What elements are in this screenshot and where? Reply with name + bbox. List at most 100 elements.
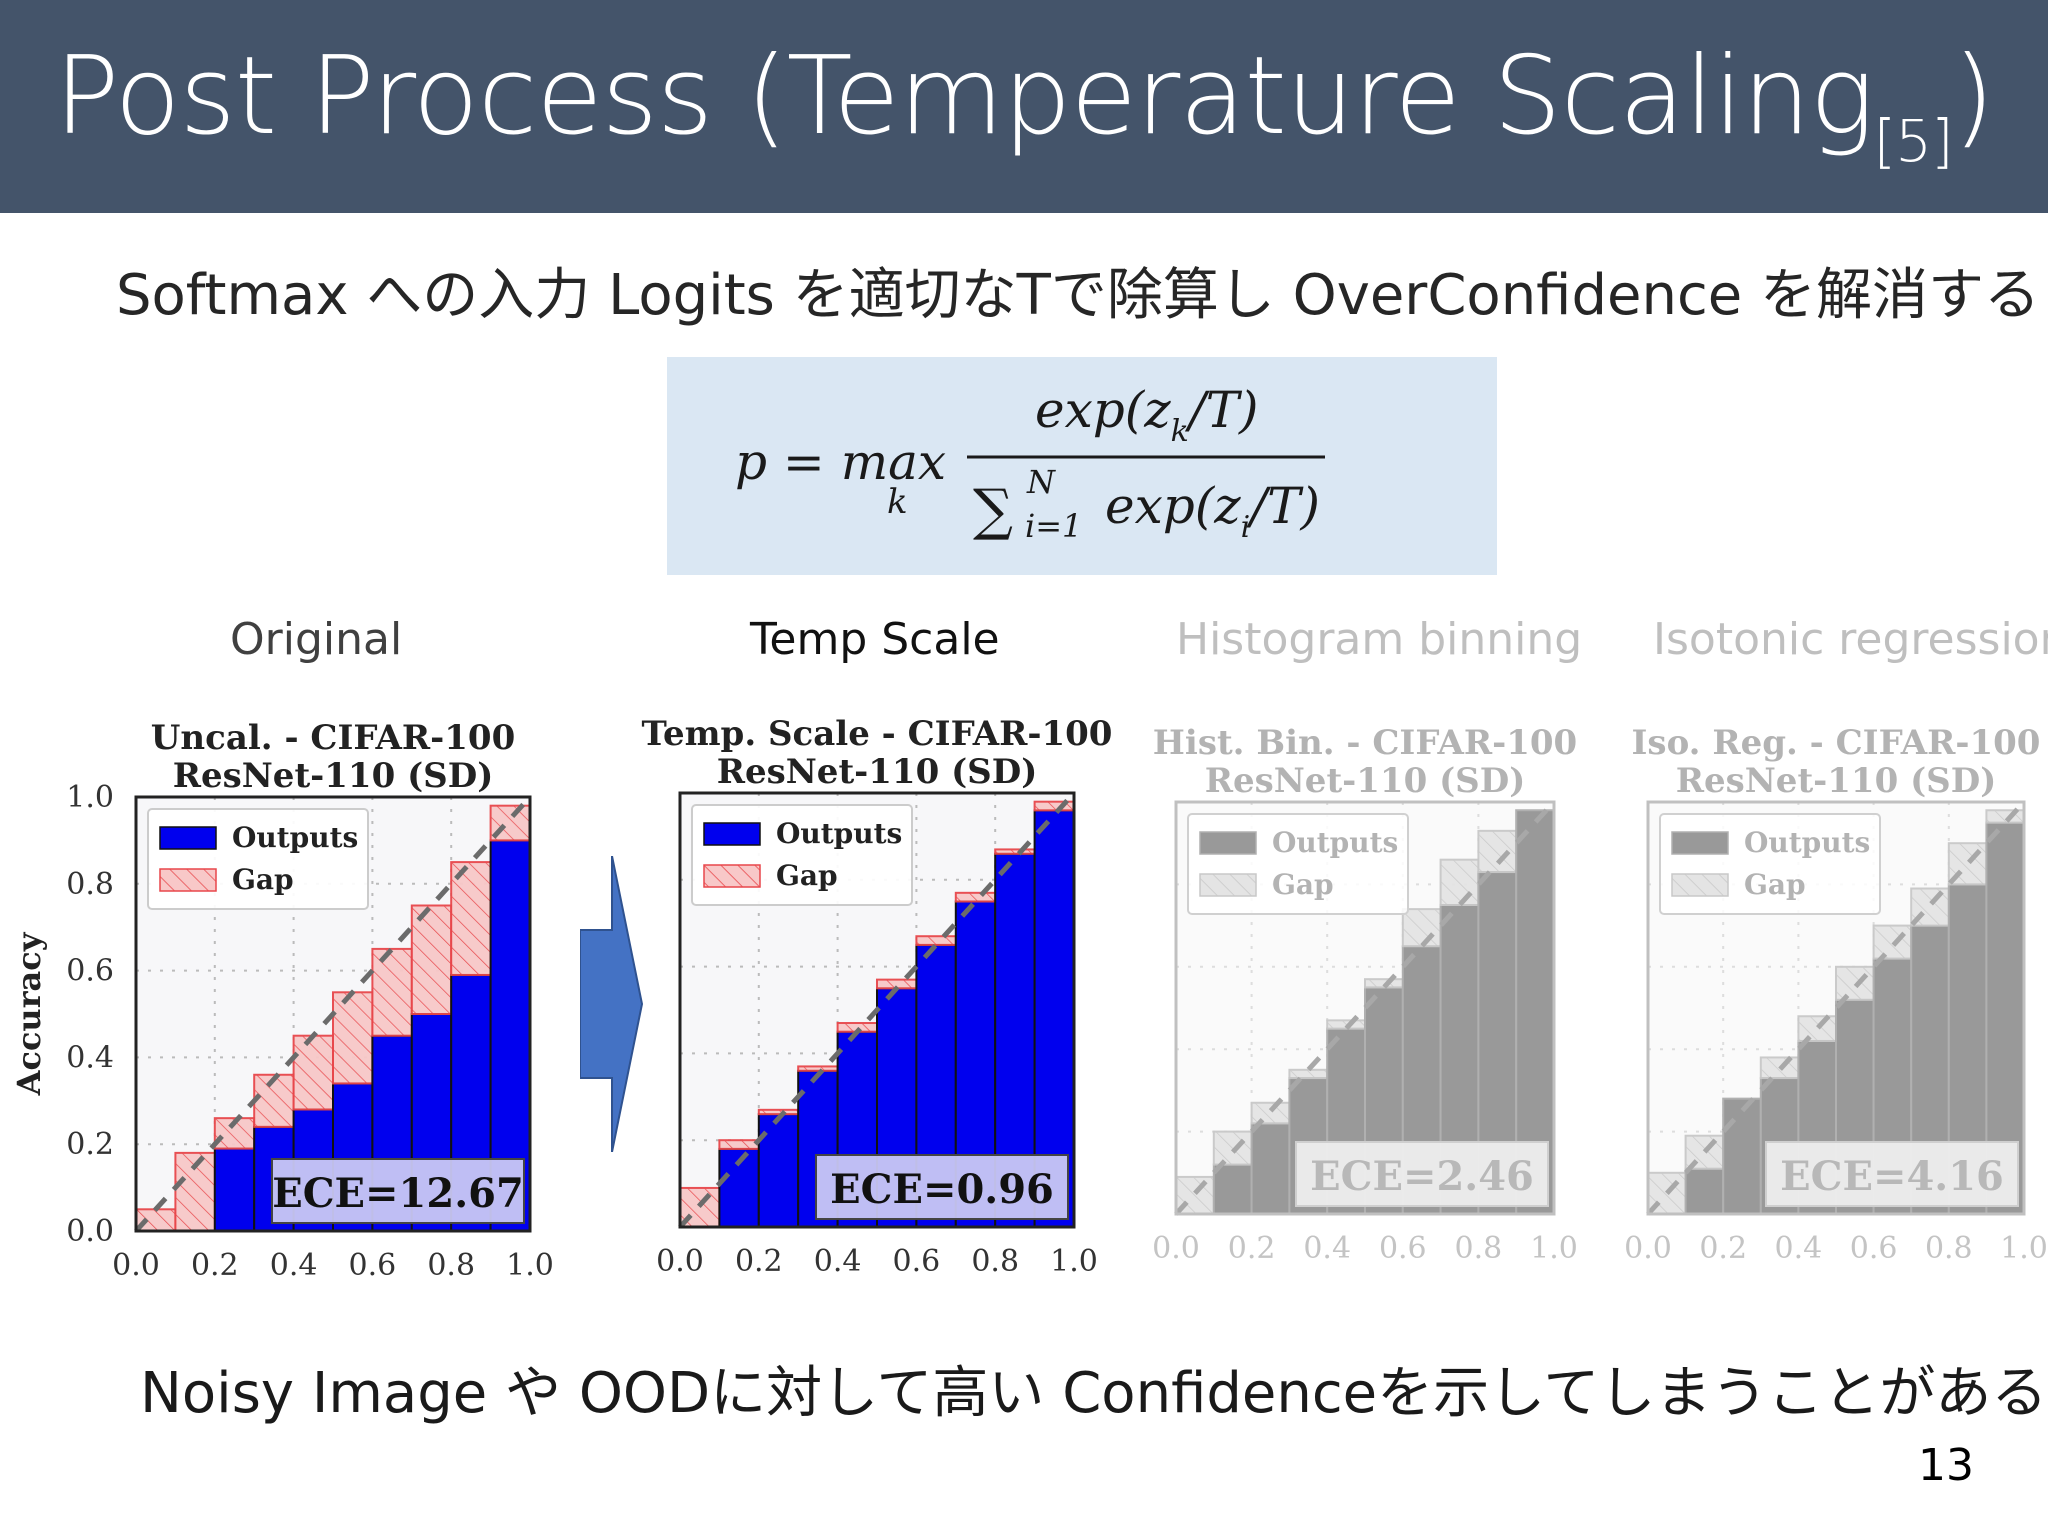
sum-sup: N bbox=[1026, 463, 1056, 501]
slide-header bbox=[0, 0, 2048, 213]
x-tick-label: 0.8 bbox=[427, 1248, 475, 1283]
plot-frame bbox=[1646, 800, 2026, 1216]
legend-gap-swatch bbox=[159, 868, 217, 892]
legend-gap-label: Gap bbox=[1272, 868, 1334, 901]
y-tick-label: 0.2 bbox=[66, 1127, 114, 1162]
method-label-isotonic-regression: Isotonic regression bbox=[1653, 614, 2048, 665]
x-tick-label: 0.0 bbox=[112, 1248, 160, 1283]
page-number: 13 bbox=[1918, 1440, 1974, 1491]
gap-bar bbox=[332, 991, 374, 1085]
chart-subtitle: ResNet-110 (SD) bbox=[1676, 761, 1997, 801]
legend-gap-swatch bbox=[1671, 873, 1729, 897]
gap-bar bbox=[1985, 809, 2025, 824]
x-tick-label: 0.8 bbox=[971, 1244, 1019, 1279]
x-tick-label: 0.4 bbox=[814, 1244, 862, 1279]
output-bar bbox=[1722, 1097, 1762, 1216]
gap-bar bbox=[994, 848, 1036, 855]
gap-bar bbox=[1288, 1068, 1329, 1080]
gap-bar bbox=[292, 1034, 335, 1111]
gap-bar bbox=[450, 861, 492, 976]
sum-sub: i=1 bbox=[1025, 507, 1082, 545]
x-tick-label: 0.2 bbox=[1699, 1231, 1747, 1266]
y-tick-label: 0.8 bbox=[66, 867, 114, 902]
legend-outputs-label: Outputs bbox=[232, 821, 358, 854]
perfect-calibration-line bbox=[1174, 800, 1556, 1216]
title-close: ) bbox=[1952, 34, 1995, 159]
slide-subtitle: Softmax への入力 Logits を適切なTで除算し OverConfid… bbox=[116, 263, 2040, 328]
plot-frame bbox=[1174, 800, 1556, 1216]
y-tick-label: 0.0 bbox=[66, 1214, 114, 1249]
output-bar bbox=[1250, 1122, 1291, 1215]
title-text: Post Process (Temperature Scaling bbox=[54, 34, 1874, 159]
slide-footer: Noisy Image や OODに対して高い Confidenceを示してしま… bbox=[140, 1361, 2048, 1426]
ece-annotation-box bbox=[271, 1158, 525, 1224]
y-axis-label: Accuracy bbox=[10, 931, 48, 1096]
gap-bar bbox=[1872, 924, 1913, 960]
perfect-calibration-line bbox=[1646, 800, 2026, 1216]
gap-bar bbox=[1835, 965, 1875, 1001]
legend-outputs-swatch bbox=[159, 826, 217, 850]
chart-subtitle: ResNet-110 (SD) bbox=[717, 752, 1038, 792]
output-bar bbox=[213, 1147, 256, 1233]
x-tick-label: 0.6 bbox=[893, 1244, 941, 1279]
legend-outputs-swatch bbox=[1199, 831, 1257, 855]
formula-argmax-sub: k bbox=[887, 482, 908, 522]
x-tick-label: 1.0 bbox=[1050, 1244, 1098, 1279]
plot-frame bbox=[134, 795, 532, 1233]
legend-gap-label: Gap bbox=[1744, 868, 1806, 901]
title-reference: [5] bbox=[1873, 107, 1953, 175]
ece-annotation: ECE=0.96 bbox=[830, 1166, 1054, 1213]
gap-bar bbox=[410, 904, 453, 1015]
y-tick-label: 0.6 bbox=[66, 954, 114, 989]
formula-denominator: exp(zi/T) bbox=[1105, 477, 1320, 545]
gap-bar bbox=[1477, 829, 1518, 874]
ece-annotation: ECE=4.16 bbox=[1780, 1153, 2004, 1200]
gap-bar bbox=[371, 947, 413, 1037]
formula-numerator: exp(zk/T) bbox=[1035, 381, 1259, 449]
x-tick-label: 0.0 bbox=[1624, 1231, 1672, 1266]
output-bar bbox=[1212, 1163, 1253, 1215]
formula-lhs: p = max bbox=[735, 433, 946, 491]
gap-bar bbox=[1212, 1130, 1253, 1166]
gap-bar bbox=[718, 1139, 760, 1150]
method-label-temp-scale: Temp Scale bbox=[750, 614, 1000, 665]
x-tick-label: 0.8 bbox=[1925, 1231, 1973, 1266]
chart-title: Uncal. - CIFAR-100 bbox=[151, 718, 515, 758]
legend-outputs-label: Outputs bbox=[1744, 826, 1870, 859]
x-tick-label: 1.0 bbox=[506, 1248, 554, 1283]
chart-subtitle: ResNet-110 (SD) bbox=[173, 756, 494, 796]
legend-outputs-swatch bbox=[703, 822, 761, 846]
y-tick-label: 0.4 bbox=[66, 1040, 114, 1075]
legend-gap-swatch bbox=[703, 864, 761, 888]
x-tick-label: 0.4 bbox=[1775, 1231, 1823, 1266]
x-tick-label: 0.8 bbox=[1455, 1231, 1503, 1266]
chart-title: Temp. Scale - CIFAR-100 bbox=[642, 714, 1113, 754]
ece-annotation-box bbox=[815, 1154, 1069, 1220]
chart-title: Hist. Bin. - CIFAR-100 bbox=[1153, 723, 1577, 763]
y-tick-label: 1.0 bbox=[66, 780, 114, 815]
gap-bar bbox=[797, 1065, 839, 1072]
sum-symbol: ∑ bbox=[973, 478, 1013, 543]
legend-outputs-swatch bbox=[1671, 831, 1729, 855]
x-tick-label: 0.6 bbox=[1379, 1231, 1427, 1266]
legend-gap-label: Gap bbox=[776, 859, 838, 892]
chart-title: Iso. Reg. - CIFAR-100 bbox=[1632, 723, 2041, 763]
x-tick-label: 0.0 bbox=[1152, 1231, 1200, 1266]
plot-frame bbox=[678, 791, 1076, 1229]
x-tick-label: 0.6 bbox=[1850, 1231, 1898, 1266]
perfect-calibration-line bbox=[678, 791, 1076, 1229]
legend-outputs-label: Outputs bbox=[1272, 826, 1398, 859]
output-bar bbox=[1684, 1167, 1725, 1215]
x-tick-label: 1.0 bbox=[2000, 1231, 2048, 1266]
chart-subtitle: ResNet-110 (SD) bbox=[1205, 761, 1526, 801]
x-tick-label: 0.2 bbox=[735, 1244, 783, 1279]
x-tick-label: 0.4 bbox=[270, 1248, 318, 1283]
x-tick-label: 0.2 bbox=[191, 1248, 239, 1283]
gap-bar bbox=[954, 891, 997, 903]
ece-annotation: ECE=12.67 bbox=[272, 1170, 524, 1217]
gap-bar bbox=[489, 804, 532, 842]
ece-annotation-box bbox=[1295, 1141, 1549, 1207]
x-tick-label: 0.6 bbox=[349, 1248, 397, 1283]
